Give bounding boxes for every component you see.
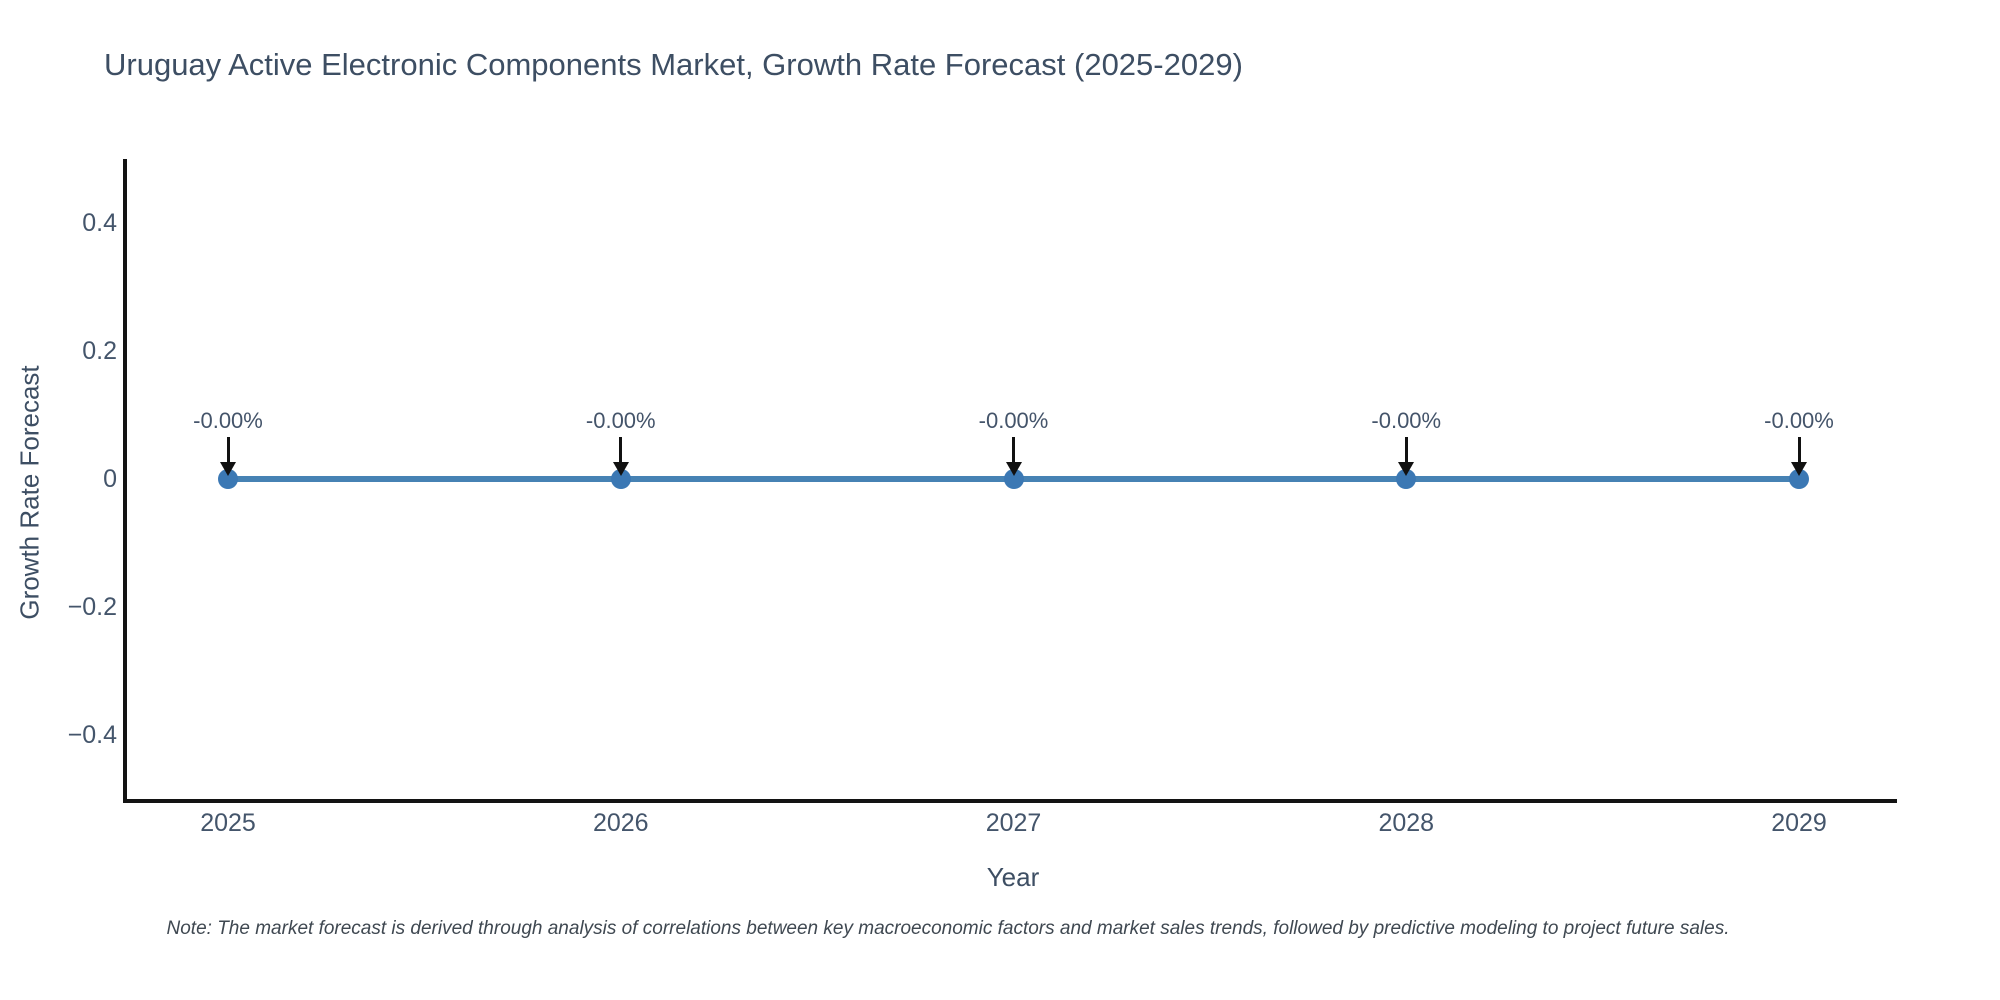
annotation-arrow-head-icon bbox=[1005, 462, 1022, 476]
annotation-arrow-stem bbox=[619, 437, 623, 463]
annotation-arrow-head-icon bbox=[1398, 462, 1415, 476]
annotation-arrow-head-icon bbox=[1791, 462, 1807, 476]
x-tick-label: 2027 bbox=[985, 809, 1042, 837]
footnote: Note: The market forecast is derived thr… bbox=[166, 918, 1730, 939]
annotation-arrow-head-icon bbox=[220, 462, 236, 476]
annotation-arrow-stem bbox=[1012, 437, 1015, 463]
y-tick-label: −0.2 bbox=[67, 593, 117, 621]
point-annotation-label: -0.00% bbox=[1371, 408, 1442, 433]
annotation-arrow-head-icon bbox=[612, 462, 629, 476]
x-tick-label: 2029 bbox=[1771, 809, 1827, 837]
annotation-arrow-stem bbox=[226, 437, 230, 463]
point-annotation-label: -0.00% bbox=[585, 408, 656, 433]
x-axis-line bbox=[123, 799, 1897, 803]
y-tick-label: 0.4 bbox=[82, 209, 117, 237]
y-tick-label: 0.2 bbox=[82, 337, 117, 365]
chart-title: Uruguay Active Electronic Components Mar… bbox=[104, 47, 1243, 82]
x-tick-label: 2026 bbox=[592, 809, 649, 837]
x-axis-title: Year bbox=[986, 862, 1040, 892]
y-tick-label: −0.4 bbox=[67, 721, 117, 749]
x-tick-label: 2025 bbox=[200, 809, 256, 837]
x-tick-label: 2028 bbox=[1378, 809, 1435, 837]
point-annotation-label: -0.00% bbox=[1764, 408, 1834, 433]
point-annotation-label: -0.00% bbox=[978, 408, 1049, 433]
point-annotation-label: -0.00% bbox=[193, 408, 263, 433]
annotation-arrow-stem bbox=[1404, 437, 1408, 463]
y-axis-line bbox=[123, 159, 127, 803]
y-tick-label: 0 bbox=[103, 465, 117, 493]
annotation-arrow-stem bbox=[1797, 437, 1801, 463]
